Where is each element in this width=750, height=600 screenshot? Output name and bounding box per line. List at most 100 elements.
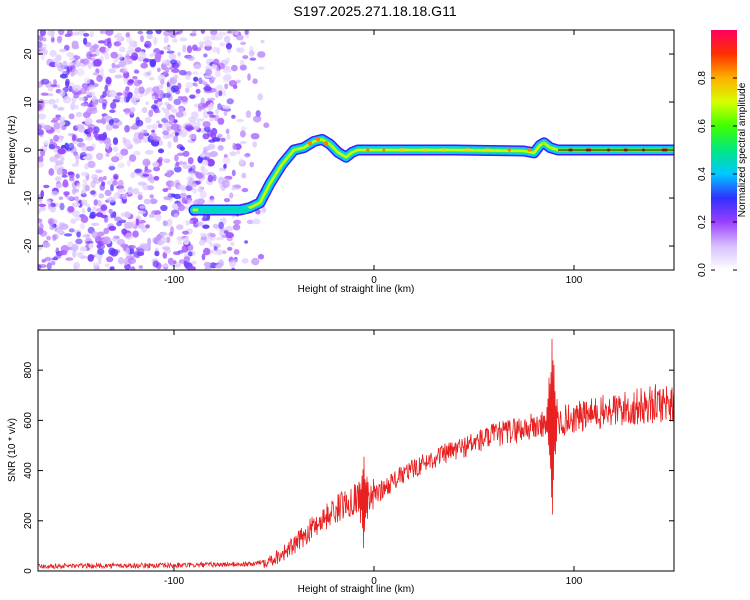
noise-blob: [75, 173, 80, 179]
colorbar: 0.0 0.2 0.4 0.6 0.8 Normalized spectral ampl…: [697, 30, 748, 277]
noise-blob: [255, 110, 261, 118]
noise-blob: [168, 231, 174, 237]
ridge-blob: [238, 206, 250, 214]
snr-background: [38, 330, 674, 571]
snr-frame: [37, 329, 675, 572]
noise-blob: [239, 59, 245, 66]
noise-blob: [187, 265, 196, 270]
noise-blob: [209, 114, 216, 119]
noise-blob: [185, 74, 191, 80]
noise-blob: [257, 253, 265, 260]
noise-blob: [226, 30, 233, 34]
noise-blob: [207, 174, 214, 183]
noise-blob: [38, 34, 44, 42]
noise-blob: [188, 177, 193, 185]
noise-blob: [102, 102, 107, 110]
noise-blob: [223, 110, 228, 117]
noise-blob: [109, 109, 116, 113]
noise-blob: [90, 180, 96, 189]
noise-blob: [117, 179, 124, 188]
noise-blob: [52, 234, 57, 242]
noise-blob: [159, 232, 169, 237]
noise-blob: [215, 90, 219, 98]
noise-blob: [55, 84, 61, 88]
noise-blob: [166, 50, 175, 54]
noise-blob: [163, 46, 171, 50]
noise-blob: [40, 92, 49, 96]
noise-blob: [134, 87, 140, 95]
noise-blob: [225, 128, 230, 135]
noise-blob: [124, 263, 131, 270]
noise-blob: [223, 198, 231, 203]
noise-blob: [77, 251, 84, 258]
noise-blob: [59, 202, 65, 211]
noise-blob: [52, 117, 61, 121]
noise-blob: [222, 156, 231, 165]
noise-blob: [56, 228, 64, 234]
noise-blob: [162, 251, 168, 259]
noise-blob: [61, 168, 68, 176]
noise-blob: [64, 233, 73, 237]
noise-blob: [84, 184, 90, 192]
noise-blob: [82, 156, 90, 160]
noise-blob: [240, 41, 247, 46]
noise-blob: [114, 216, 122, 222]
noise-blob: [116, 92, 123, 96]
noise-blob: [134, 47, 142, 53]
noise-blob: [203, 53, 208, 58]
noise-blob: [67, 206, 75, 213]
noise-blob: [244, 30, 249, 35]
noise-blob: [242, 55, 249, 60]
noise-blob: [220, 137, 226, 142]
noise-blob: [122, 138, 128, 144]
noise-blob: [54, 176, 62, 182]
snr-y-label: SNR (10 * v/v): [7, 418, 18, 482]
noise-blob: [66, 30, 73, 37]
noise-blob: [47, 30, 55, 37]
noise-blob: [87, 61, 93, 70]
noise-blob: [102, 175, 107, 181]
noise-blob: [122, 193, 128, 200]
noise-blob: [117, 162, 125, 169]
noise-blob: [98, 97, 104, 104]
noise-blob: [79, 87, 88, 95]
noise-blob: [82, 58, 90, 65]
noise-blob: [41, 242, 51, 248]
noise-blob: [87, 207, 92, 213]
noise-blob: [38, 206, 46, 212]
noise-blob: [219, 42, 226, 47]
noise-blob: [75, 238, 83, 245]
noise-blob: [105, 123, 114, 131]
noise-blob: [215, 237, 225, 241]
noise-blob: [81, 199, 88, 206]
ridge-core-band: [192, 138, 674, 212]
colorbar-tick-label: 0.0: [697, 263, 708, 277]
noise-blob: [179, 146, 185, 151]
noise-blob: [205, 68, 213, 76]
noise-blob: [202, 133, 210, 140]
noise-blob: [170, 85, 179, 93]
noise-blob: [87, 127, 93, 134]
noise-blob: [232, 184, 242, 189]
noise-blob: [153, 136, 161, 142]
noise-blob: [108, 225, 117, 231]
noise-blob: [198, 77, 203, 85]
noise-blob: [105, 152, 110, 157]
y-tick-label: 400: [23, 462, 34, 479]
noise-blob: [76, 183, 81, 189]
noise-blob: [175, 161, 180, 166]
noise-blob: [103, 115, 111, 120]
noise-blob: [170, 123, 180, 131]
noise-blob: [129, 154, 137, 162]
noise-blob: [108, 208, 113, 214]
noise-blob: [71, 202, 81, 208]
noise-blob: [55, 98, 60, 104]
noise-blob: [207, 97, 216, 101]
noise-blob: [149, 176, 155, 184]
noise-blob: [110, 101, 117, 110]
noise-blob: [112, 179, 118, 186]
noise-blob: [139, 51, 147, 59]
x-tick-label: 0: [371, 275, 377, 286]
noise-blob: [112, 173, 119, 181]
